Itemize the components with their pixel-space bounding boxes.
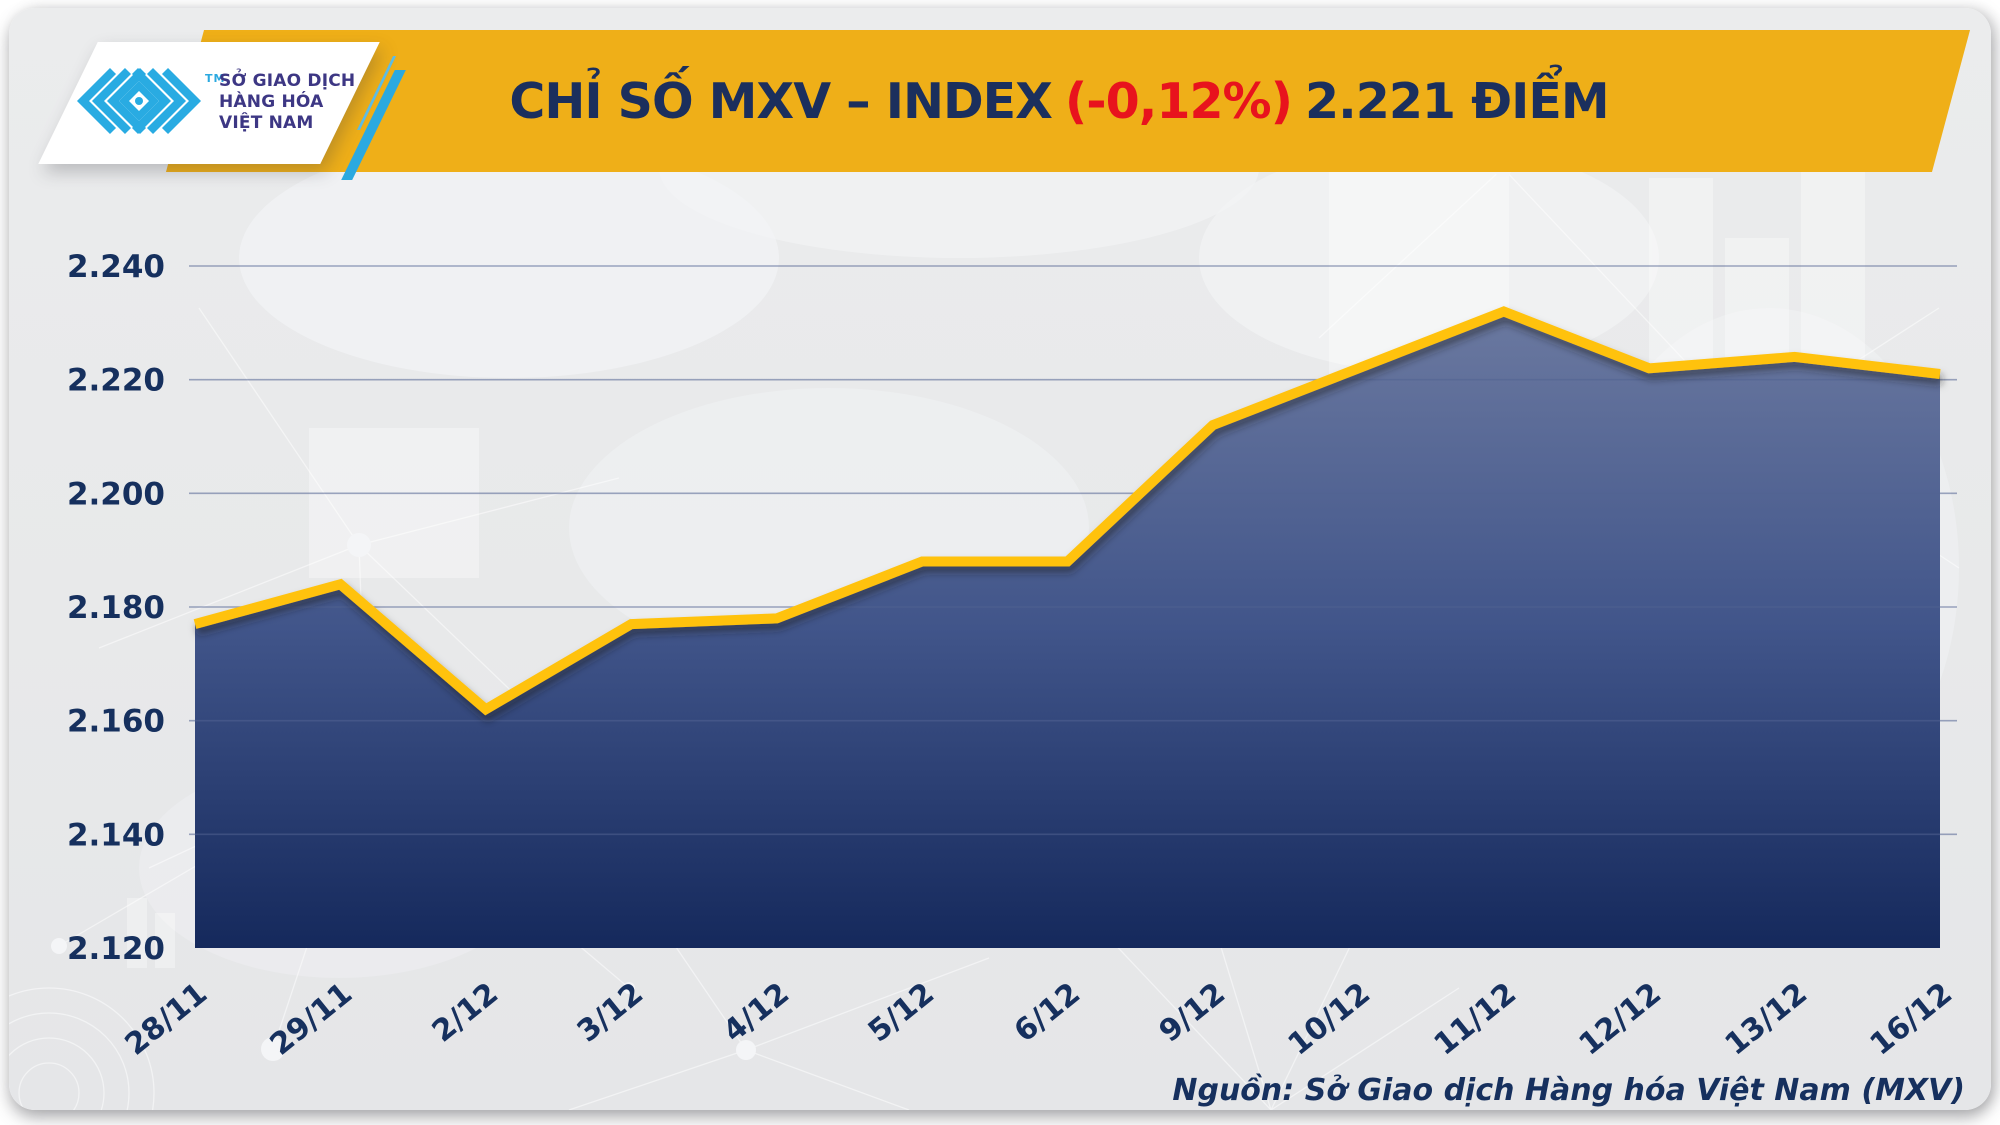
y-axis-label: 2.140 [67, 817, 165, 853]
trademark-symbol: TM [205, 72, 226, 85]
y-axis-label: 2.220 [67, 363, 165, 399]
source-note: Nguồn: Sở Giao dịch Hàng hóa Việt Nam (M… [1172, 1073, 1965, 1108]
chart-title: CHỈ SỐ MXV – INDEX (-0,12%) 2.221 ĐIỂM [159, 30, 1959, 172]
y-axis-label: 2.200 [67, 476, 165, 512]
area-fill [195, 311, 1940, 948]
y-axis-label: 2.120 [67, 931, 165, 967]
y-axis-label: 2.240 [67, 249, 165, 285]
title-main: CHỈ SỐ MXV – INDEX [509, 72, 1053, 130]
y-axis-label: 2.160 [67, 704, 165, 740]
index-area-chart: 2.120 2.140 2.160 2.180 2.200 2.220 2.240 [67, 249, 1957, 967]
logo-org-line-3: VIỆT NAM [219, 113, 314, 133]
title-index-value: 2.221 ĐIỂM [1305, 72, 1610, 130]
mxv-logo-icon [76, 67, 202, 135]
index-line [193, 306, 1941, 716]
infographic-card: 2.120 2.140 2.160 2.180 2.200 2.220 2.240 CHỈ … [9, 8, 1991, 1110]
logo-org-line-1: SỞ GIAO DỊCH [219, 71, 356, 91]
y-axis-label: 2.180 [67, 590, 165, 626]
logo-org-name: SỞ GIAO DỊCH HÀNG HÓA VIỆT NAM [219, 71, 355, 134]
title-change-percent: (-0,12%) [1064, 72, 1293, 130]
logo-org-line-2: HÀNG HÓA [219, 92, 324, 112]
